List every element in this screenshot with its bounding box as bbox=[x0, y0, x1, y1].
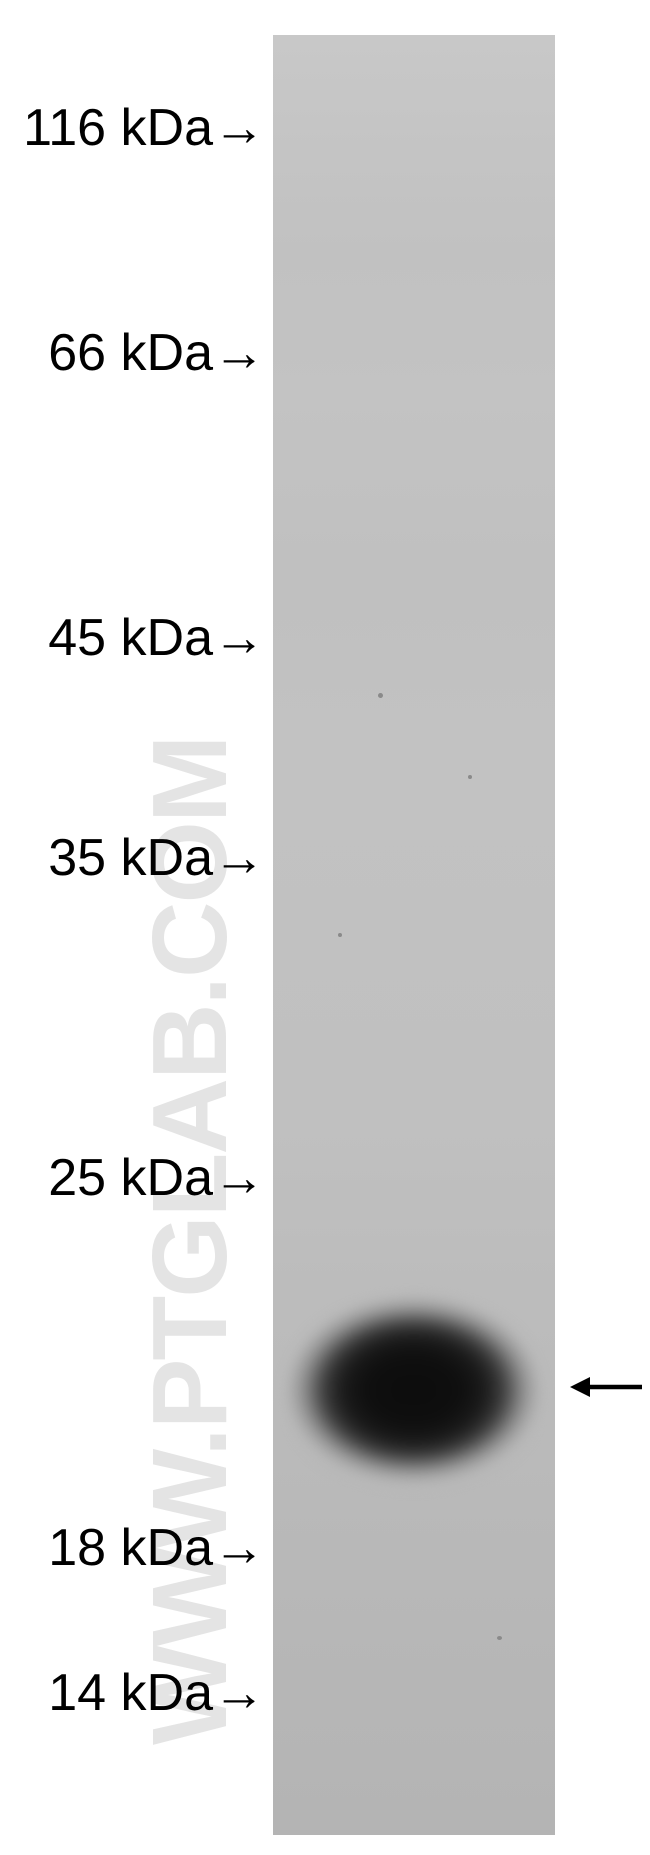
arrow-right-icon: → bbox=[213, 608, 265, 668]
marker-label: 35 kDa→ bbox=[48, 828, 265, 888]
marker-label: 25 kDa→ bbox=[48, 1148, 265, 1208]
marker-value: 66 kDa bbox=[48, 324, 213, 382]
protein-band bbox=[287, 1296, 540, 1492]
arrow-right-icon: → bbox=[213, 828, 265, 888]
marker-label: 45 kDa→ bbox=[48, 608, 265, 668]
western-blot-figure: WWW.PTGLAB.COM 116 kDa→66 kDa→45 kDa→35 … bbox=[0, 0, 650, 1855]
marker-label: 14 kDa→ bbox=[48, 1663, 265, 1723]
marker-label: 66 kDa→ bbox=[48, 323, 265, 383]
arrow-right-icon: → bbox=[213, 1518, 265, 1578]
marker-label: 18 kDa→ bbox=[48, 1518, 265, 1578]
lane-artifact bbox=[378, 693, 383, 698]
lane-artifact bbox=[338, 933, 342, 937]
blot-lane bbox=[273, 35, 555, 1835]
marker-value: 35 kDa bbox=[48, 829, 213, 887]
arrow-right-icon: → bbox=[213, 98, 265, 158]
arrow-right-icon: → bbox=[213, 323, 265, 383]
arrow-right-icon: → bbox=[213, 1148, 265, 1208]
lane-artifact bbox=[497, 1636, 502, 1640]
marker-value: 116 kDa bbox=[23, 99, 213, 157]
marker-value: 45 kDa bbox=[48, 609, 213, 667]
marker-label: 116 kDa→ bbox=[23, 98, 265, 158]
marker-value: 14 kDa bbox=[48, 1664, 213, 1722]
arrow-right-icon: → bbox=[213, 1663, 265, 1723]
marker-value: 25 kDa bbox=[48, 1149, 213, 1207]
lane-artifact bbox=[468, 775, 472, 779]
band-indicator-arrow bbox=[570, 1372, 642, 1402]
marker-value: 18 kDa bbox=[48, 1519, 213, 1577]
